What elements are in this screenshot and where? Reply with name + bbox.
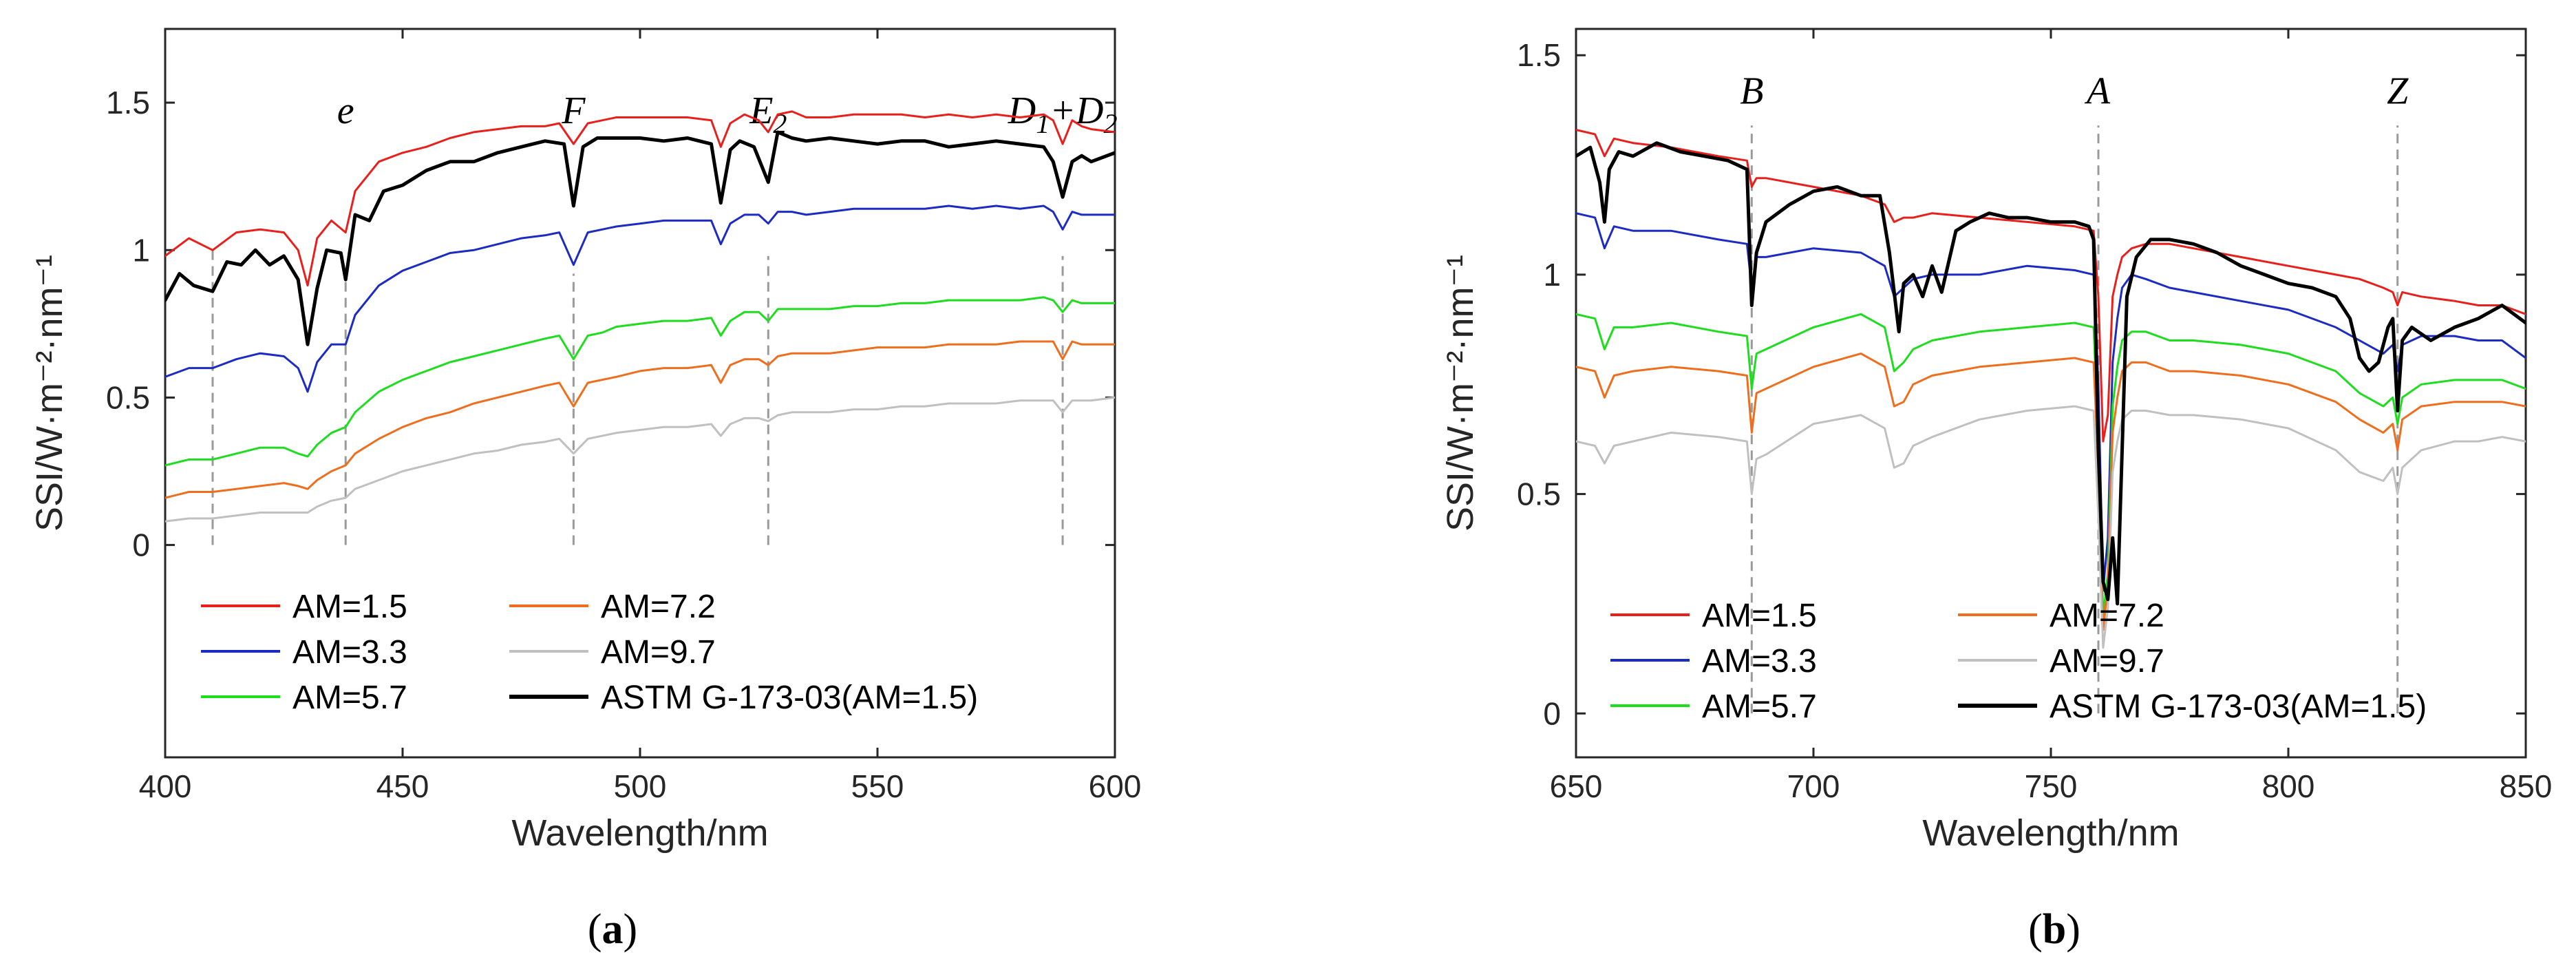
fraunhofer-label-d: D1+D2 — [1008, 90, 1118, 139]
y-axis-label: SSI/W·m⁻²·nm⁻¹ — [1440, 255, 1481, 532]
fraunhofer-label-main: A — [2084, 70, 2111, 112]
y-tick-label: 0 — [1543, 695, 1561, 731]
y-tick-label: 1 — [1543, 257, 1561, 293]
fraunhofer-label-h: h — [203, 0, 222, 3]
legend: AM=1.5 AM=3.3 AM=5.7 AM=7.2 AM=9.7 ASTM G-173… — [201, 589, 978, 716]
legend-entry: AM=3.3 — [1702, 643, 1817, 680]
y-tick-label: 0 — [132, 527, 150, 563]
caption-letter: b — [2043, 906, 2066, 953]
fraunhofer-label-main: E — [749, 90, 773, 132]
legend-entry: ASTM G-173-03(AM=1.5) — [2050, 688, 2427, 725]
fraunhofer-label-main: h — [203, 0, 222, 3]
legend-entry: AM=7.2 — [2050, 598, 2164, 634]
fraunhofer-label-main: F — [561, 90, 586, 132]
caption-open: ( — [588, 906, 602, 953]
caption-open: ( — [2028, 906, 2043, 953]
x-tick-label: 700 — [1787, 768, 1840, 804]
fraunhofer-label-e: e — [337, 90, 354, 132]
y-tick-label: 1.5 — [106, 85, 150, 120]
series-line-am-7-2 — [165, 340, 1115, 499]
series-line-am-3-3 — [1576, 212, 2526, 592]
legend-entry: AM=7.2 — [601, 589, 716, 625]
x-tick-label: 850 — [2500, 768, 2553, 804]
fraunhofer-label-a: A — [2084, 70, 2111, 112]
x-axis-label: Wavelength/nm — [511, 812, 768, 854]
panel-a-chart: 400 450 500 550 600 0 0.5 1 1.5 Wavelength/nm SSI/… — [29, 0, 1141, 953]
fraunhofer-label-sub: 1 — [1036, 108, 1050, 139]
series-line-astm-g-173-03-am-1-5- — [1576, 141, 2526, 606]
legend-entry: AM=9.7 — [601, 634, 716, 671]
series-line-am-1-5 — [1576, 129, 2526, 443]
series-line-am-5-7 — [165, 296, 1115, 467]
legend: AM=1.5 AM=3.3 AM=5.7 AM=7.2 AM=9.7 ASTM G-173… — [1610, 598, 2427, 725]
series-line-am-9-7 — [1576, 405, 2526, 649]
y-tick-label: 0.5 — [1517, 476, 1561, 512]
x-tick-label: 450 — [376, 768, 429, 804]
fraunhofer-label-sub2: 2 — [1103, 108, 1117, 139]
caption-close: ) — [624, 906, 638, 953]
fraunhofer-label-z: Z — [2387, 70, 2409, 112]
series-line-astm-g-173-03-am-1-5- — [165, 130, 1115, 346]
series-line-am-7-2 — [1576, 353, 2526, 631]
legend-entry: ASTM G-173-03(AM=1.5) — [601, 680, 978, 716]
x-tick-label: 400 — [139, 768, 192, 804]
series-line-am-9-7 — [165, 396, 1115, 523]
series-group — [1576, 129, 2526, 649]
series-line-am-3-3 — [165, 204, 1115, 393]
x-tick-label: 550 — [851, 768, 904, 804]
fraunhofer-label-b: B — [1740, 70, 1763, 112]
legend-entry: AM=1.5 — [292, 589, 407, 625]
fraunhofer-label-main: B — [1740, 70, 1763, 112]
caption-close: ) — [2066, 906, 2080, 953]
fraunhofer-label-main: e — [337, 90, 354, 132]
panel-caption: (a) — [588, 906, 637, 953]
legend-entry: AM=9.7 — [2050, 643, 2164, 680]
x-axis-label: Wavelength/nm — [1922, 812, 2179, 854]
y-axis-label: SSI/W·m⁻²·nm⁻¹ — [29, 255, 70, 532]
x-tick-label: 500 — [614, 768, 667, 804]
x-tick-label: 600 — [1089, 768, 1142, 804]
y-tick-label: 0.5 — [106, 379, 150, 415]
y-tick-label: 1.5 — [1517, 37, 1561, 73]
legend-entry: AM=1.5 — [1702, 598, 1817, 634]
y-tick-label: 1 — [132, 232, 150, 268]
fraunhofer-label-f: F — [561, 90, 586, 132]
legend-entry: AM=5.7 — [1702, 688, 1817, 725]
legend-entry: AM=3.3 — [292, 634, 407, 671]
x-tick-label: 750 — [2025, 768, 2078, 804]
panel-caption: (b) — [2028, 906, 2080, 953]
fraunhofer-label-main2: +D — [1050, 90, 1103, 132]
series-group — [165, 110, 1115, 523]
caption-letter: a — [602, 906, 624, 953]
panel-b-chart: 650 700 750 800 850 0 0.5 1 1.5 Wavelength/nm SSI/… — [1440, 28, 2553, 953]
fraunhofer-label-main: D — [1008, 90, 1036, 132]
series-line-am-1-5 — [165, 110, 1115, 287]
x-tick-label: 800 — [2262, 768, 2315, 804]
x-tick-label: 650 — [1550, 768, 1603, 804]
legend-entry: AM=5.7 — [292, 680, 407, 716]
fraunhofer-label-main: Z — [2387, 70, 2409, 112]
